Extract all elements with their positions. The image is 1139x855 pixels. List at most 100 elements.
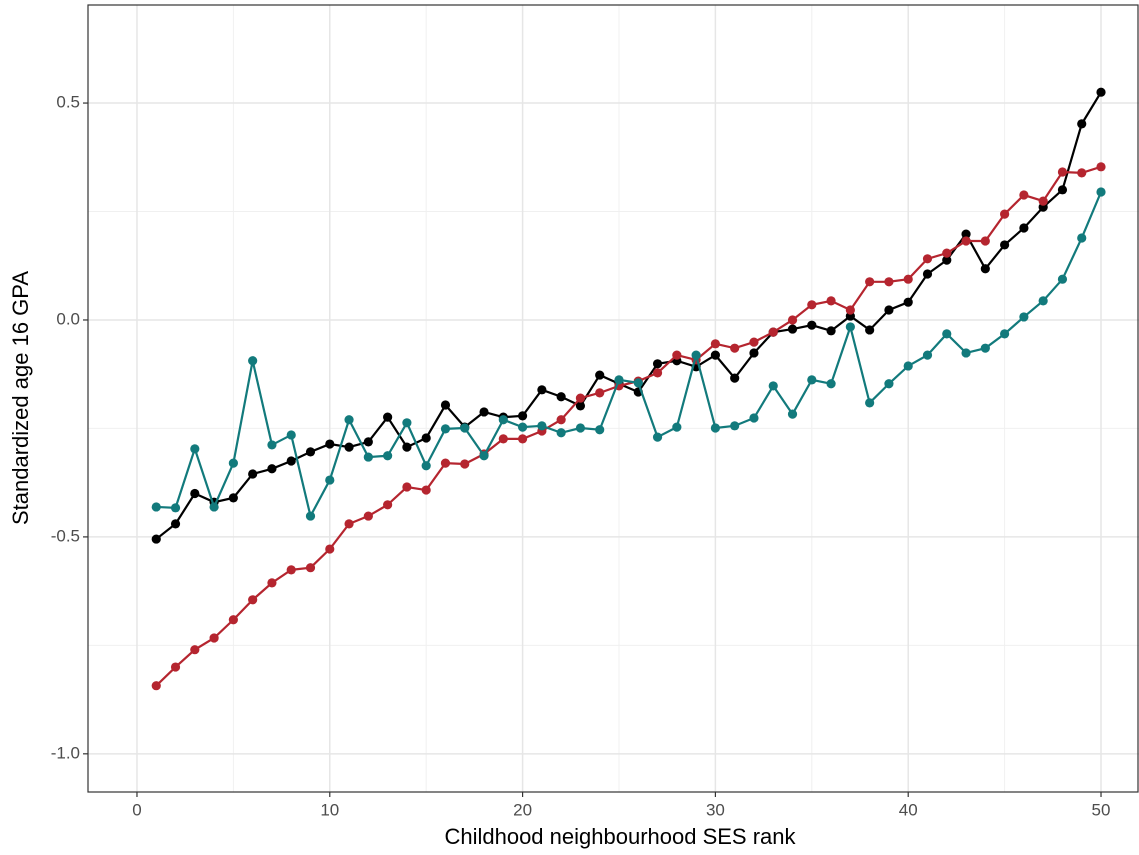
data-point [768, 381, 778, 391]
data-point [787, 409, 798, 419]
data-point [980, 343, 990, 353]
data-point [305, 563, 316, 573]
data-point [672, 350, 682, 360]
data-point [1057, 167, 1068, 177]
data-point [884, 379, 894, 389]
data-point [1096, 87, 1106, 97]
data-point [517, 434, 528, 444]
data-point [151, 502, 161, 512]
data-point [826, 326, 836, 336]
data-point [1019, 190, 1029, 200]
data-point [1077, 233, 1087, 243]
data-point [325, 439, 335, 449]
data-point [498, 434, 508, 444]
data-point [460, 423, 470, 433]
y-tick-label: 0.5 [56, 93, 80, 112]
data-point [730, 421, 740, 431]
data-point [498, 415, 508, 425]
data-point [845, 305, 855, 315]
data-point [768, 327, 778, 337]
data-point [248, 469, 258, 479]
data-point [1019, 312, 1029, 322]
data-point [325, 475, 335, 485]
data-point [903, 361, 913, 371]
data-point [537, 385, 547, 395]
data-point [652, 432, 663, 442]
data-point [1057, 274, 1068, 284]
x-tick-label: 0 [132, 800, 141, 819]
data-point [884, 305, 894, 315]
data-point [517, 411, 528, 421]
data-point [479, 407, 489, 417]
data-point [344, 519, 354, 529]
data-point [363, 511, 373, 521]
data-point [267, 578, 277, 588]
data-point [1038, 196, 1048, 206]
data-point [1038, 296, 1048, 306]
data-point [305, 447, 316, 457]
y-tick-label: -1.0 [51, 743, 80, 762]
data-point [440, 424, 451, 434]
data-point [151, 681, 161, 691]
data-point [228, 458, 238, 468]
data-point [691, 350, 701, 360]
data-point [228, 493, 238, 503]
data-point [865, 325, 875, 335]
data-point [961, 236, 971, 246]
data-point [1000, 240, 1010, 250]
data-point [749, 337, 759, 347]
data-point [228, 615, 238, 625]
data-point [402, 418, 412, 428]
data-point [556, 428, 566, 438]
data-point [556, 392, 566, 402]
data-point [305, 511, 316, 521]
data-point [402, 442, 412, 452]
data-point [730, 343, 740, 353]
x-tick-label: 30 [706, 800, 725, 819]
data-point [1077, 119, 1087, 129]
data-point [402, 482, 412, 492]
data-point [980, 264, 990, 274]
data-point [614, 375, 624, 385]
data-point [286, 565, 296, 575]
data-point [286, 456, 296, 466]
data-point [942, 255, 952, 265]
data-point [383, 451, 393, 461]
data-point [248, 356, 258, 366]
data-point [190, 488, 200, 499]
data-point [903, 297, 913, 307]
data-point [595, 370, 605, 380]
series-line [156, 191, 1103, 520]
data-point [1000, 329, 1010, 339]
data-point [652, 368, 663, 378]
data-point [903, 274, 913, 284]
data-point [710, 423, 720, 433]
data-point [344, 442, 354, 452]
data-point [325, 544, 335, 554]
data-point [942, 248, 952, 258]
data-point [421, 461, 431, 471]
data-point [922, 254, 933, 264]
data-point [787, 315, 798, 325]
x-tick-label: 50 [1092, 800, 1111, 819]
data-point [710, 350, 720, 360]
data-point [1096, 162, 1106, 172]
data-point [479, 451, 489, 461]
data-point [749, 348, 759, 358]
data-point [1077, 168, 1087, 178]
data-point [1057, 185, 1068, 195]
data-point [344, 415, 354, 425]
data-point [421, 433, 431, 443]
data-point [363, 452, 373, 462]
data-point [267, 440, 277, 450]
data-point [190, 645, 200, 655]
data-point [517, 422, 528, 432]
data-point [537, 421, 547, 431]
data-point [170, 519, 181, 529]
data-point [672, 422, 682, 432]
data-point [190, 444, 200, 454]
y-tick-label: 0.0 [56, 309, 80, 328]
data-point [845, 322, 855, 332]
data-point [595, 388, 605, 398]
data-point [595, 425, 605, 435]
